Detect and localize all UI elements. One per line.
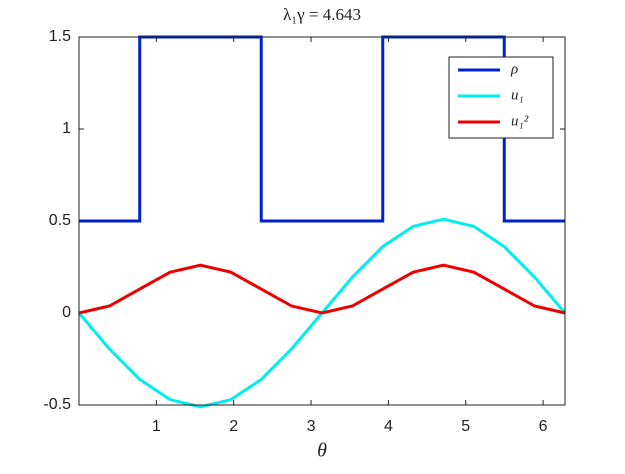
y-tick-label: -0.5 — [43, 396, 71, 413]
x-tick-label: 6 — [539, 418, 548, 435]
legend-label: u₁² — [511, 113, 529, 129]
x-axis-label: θ — [317, 440, 327, 462]
x-tick-label: 1 — [152, 418, 161, 435]
y-tick-label: 0 — [62, 304, 71, 321]
axes-box — [78, 36, 566, 406]
y-tick-label: 0.5 — [49, 212, 71, 229]
x-tick-label: 4 — [384, 418, 393, 435]
x-tick-label: 3 — [307, 418, 316, 435]
series-line — [78, 263, 566, 315]
y-tick-label: 1.5 — [49, 28, 71, 45]
chart-title: λ₁γ = 4.643 — [283, 5, 361, 24]
y-tick-label: 1 — [62, 120, 71, 137]
x-tick-label: 2 — [229, 418, 238, 435]
x-tick-label: 5 — [461, 418, 470, 435]
legend-label: ρ — [510, 61, 518, 77]
legend-label: u₁ — [511, 87, 524, 103]
